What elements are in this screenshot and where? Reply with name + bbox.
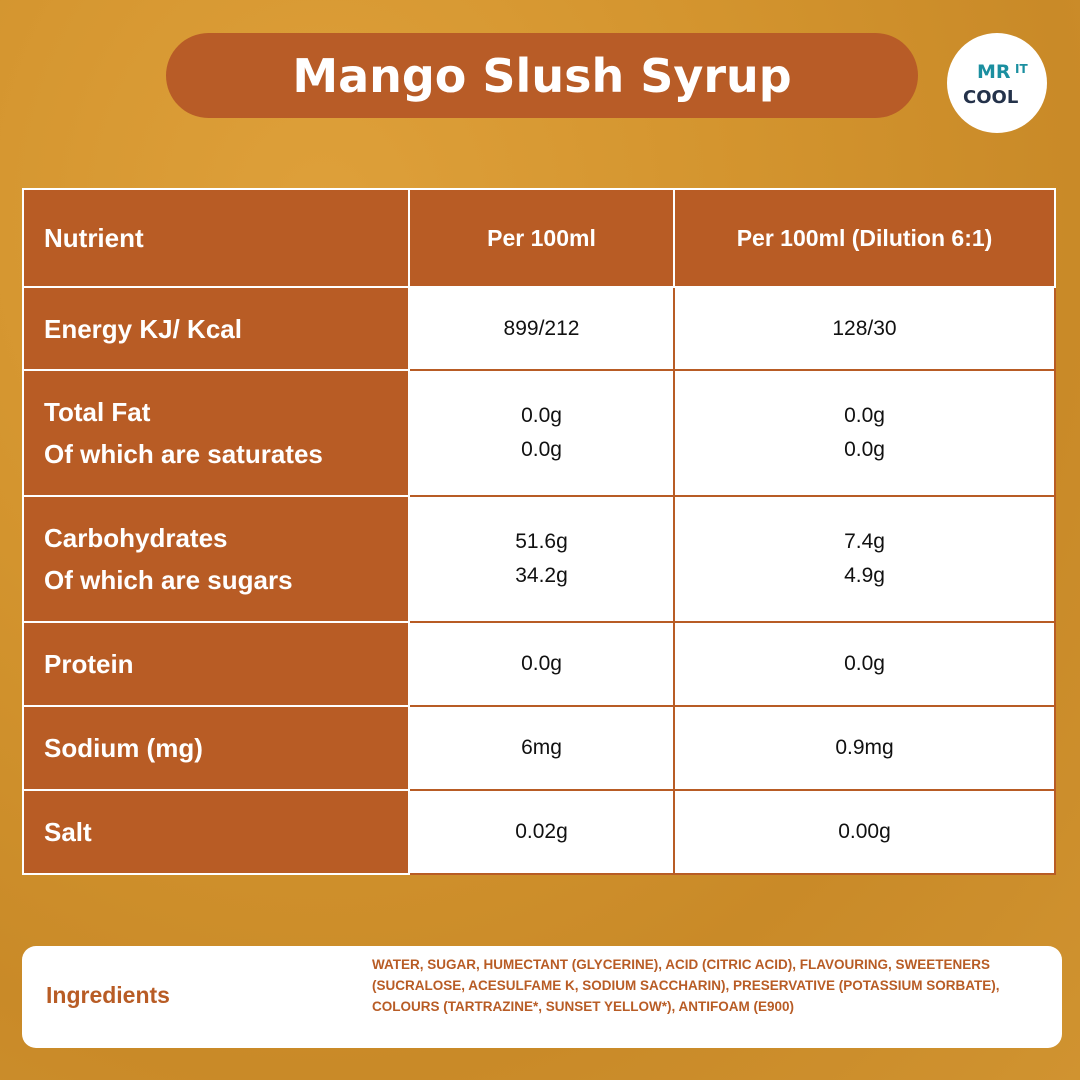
- page-title: Mango Slush Syrup: [166, 33, 918, 118]
- ingredients-text: WATER, SUGAR, HUMECTANT (GLYCERINE), ACI…: [372, 957, 1000, 1014]
- nutrition-table: Nutrient Per 100ml Per 100ml (Dilution 6…: [22, 188, 1056, 875]
- per-100ml-value: 0.0g: [521, 438, 562, 461]
- diluted-value: 0.0g: [844, 652, 885, 675]
- nutrient-label-cell: Energy KJ/ Kcal: [22, 286, 410, 371]
- nutrient-label: Protein: [44, 649, 134, 679]
- nutrient-label: Salt: [44, 817, 92, 847]
- per-100ml-value: 0.02g: [515, 820, 568, 843]
- diluted-value: 0.00g: [838, 820, 891, 843]
- per-100ml-value-cell: 899/212: [408, 286, 675, 371]
- per-100ml-value: 51.6g: [515, 530, 568, 553]
- per-100ml-value: 0.0g: [521, 652, 562, 675]
- table-row: Carbohydrates Of which are sugars 51.6g 34.…: [22, 495, 1056, 623]
- per-100ml-value: 34.2g: [515, 564, 568, 587]
- diluted-value: 0.9mg: [835, 736, 894, 759]
- per-100ml-value-cell: 6mg: [408, 705, 675, 791]
- table-row: Protein 0.0g 0.0g: [22, 621, 1056, 707]
- header-per-100ml: Per 100ml: [408, 188, 675, 288]
- header-per-100ml-diluted: Per 100ml (Dilution 6:1): [673, 188, 1056, 288]
- ingredients-label: Ingredients: [46, 982, 170, 1008]
- nutrient-label: Total Fat: [44, 397, 151, 427]
- nutrient-label: Sodium (mg): [44, 733, 203, 763]
- table-row: Energy KJ/ Kcal 899/212 128/30: [22, 286, 1056, 371]
- table-header-row: Nutrient Per 100ml Per 100ml (Dilution 6…: [22, 188, 1056, 288]
- nutrient-label-cell: Salt: [22, 789, 410, 875]
- per-100ml-value-cell: 0.0g: [408, 621, 675, 707]
- table-row: Salt 0.02g 0.00g: [22, 789, 1056, 875]
- diluted-value-cell: 0.9mg: [673, 705, 1056, 791]
- header-nutrient: Nutrient: [22, 188, 410, 288]
- diluted-value: 0.0g: [844, 438, 885, 461]
- per-100ml-value: 6mg: [521, 736, 562, 759]
- diluted-value-cell: 128/30: [673, 286, 1056, 371]
- nutrient-label-cell: Protein: [22, 621, 410, 707]
- diluted-value-cell: 7.4g 4.9g: [673, 495, 1056, 623]
- nutrient-label-cell: Total Fat Of which are saturates: [22, 369, 410, 497]
- nutrient-label: Of which are sugars: [44, 565, 293, 595]
- table-row: Total Fat Of which are saturates 0.0g 0.0g 0…: [22, 369, 1056, 497]
- brand-logo-image: MR IT COOL: [963, 61, 1028, 108]
- nutrient-label: Of which are saturates: [44, 439, 323, 469]
- nutrient-label-cell: Carbohydrates Of which are sugars: [22, 495, 410, 623]
- diluted-value: 4.9g: [844, 564, 885, 587]
- diluted-value-cell: 0.0g 0.0g: [673, 369, 1056, 497]
- per-100ml-value-cell: 51.6g 34.2g: [408, 495, 675, 623]
- svg-text:COOL: COOL: [963, 87, 1018, 108]
- ingredients-box: Ingredients WATER, SUGAR, HUMECTANT (GLY…: [22, 946, 1062, 1048]
- diluted-value: 7.4g: [844, 530, 885, 553]
- nutrient-label-cell: Sodium (mg): [22, 705, 410, 791]
- diluted-value: 0.0g: [844, 404, 885, 427]
- svg-text:MR: MR: [977, 61, 1011, 83]
- table-row: Sodium (mg) 6mg 0.9mg: [22, 705, 1056, 791]
- per-100ml-value: 0.0g: [521, 404, 562, 427]
- per-100ml-value-cell: 0.02g: [408, 789, 675, 875]
- brand-logo: MR IT COOL: [947, 33, 1047, 133]
- nutrient-label: Energy KJ/ Kcal: [44, 313, 242, 344]
- svg-text:IT: IT: [1015, 62, 1028, 76]
- per-100ml-value: 899/212: [503, 316, 580, 340]
- diluted-value-cell: 0.00g: [673, 789, 1056, 875]
- per-100ml-value-cell: 0.0g 0.0g: [408, 369, 675, 497]
- nutrient-label: Carbohydrates: [44, 523, 228, 553]
- diluted-value-cell: 0.0g: [673, 621, 1056, 707]
- diluted-value: 128/30: [832, 316, 897, 340]
